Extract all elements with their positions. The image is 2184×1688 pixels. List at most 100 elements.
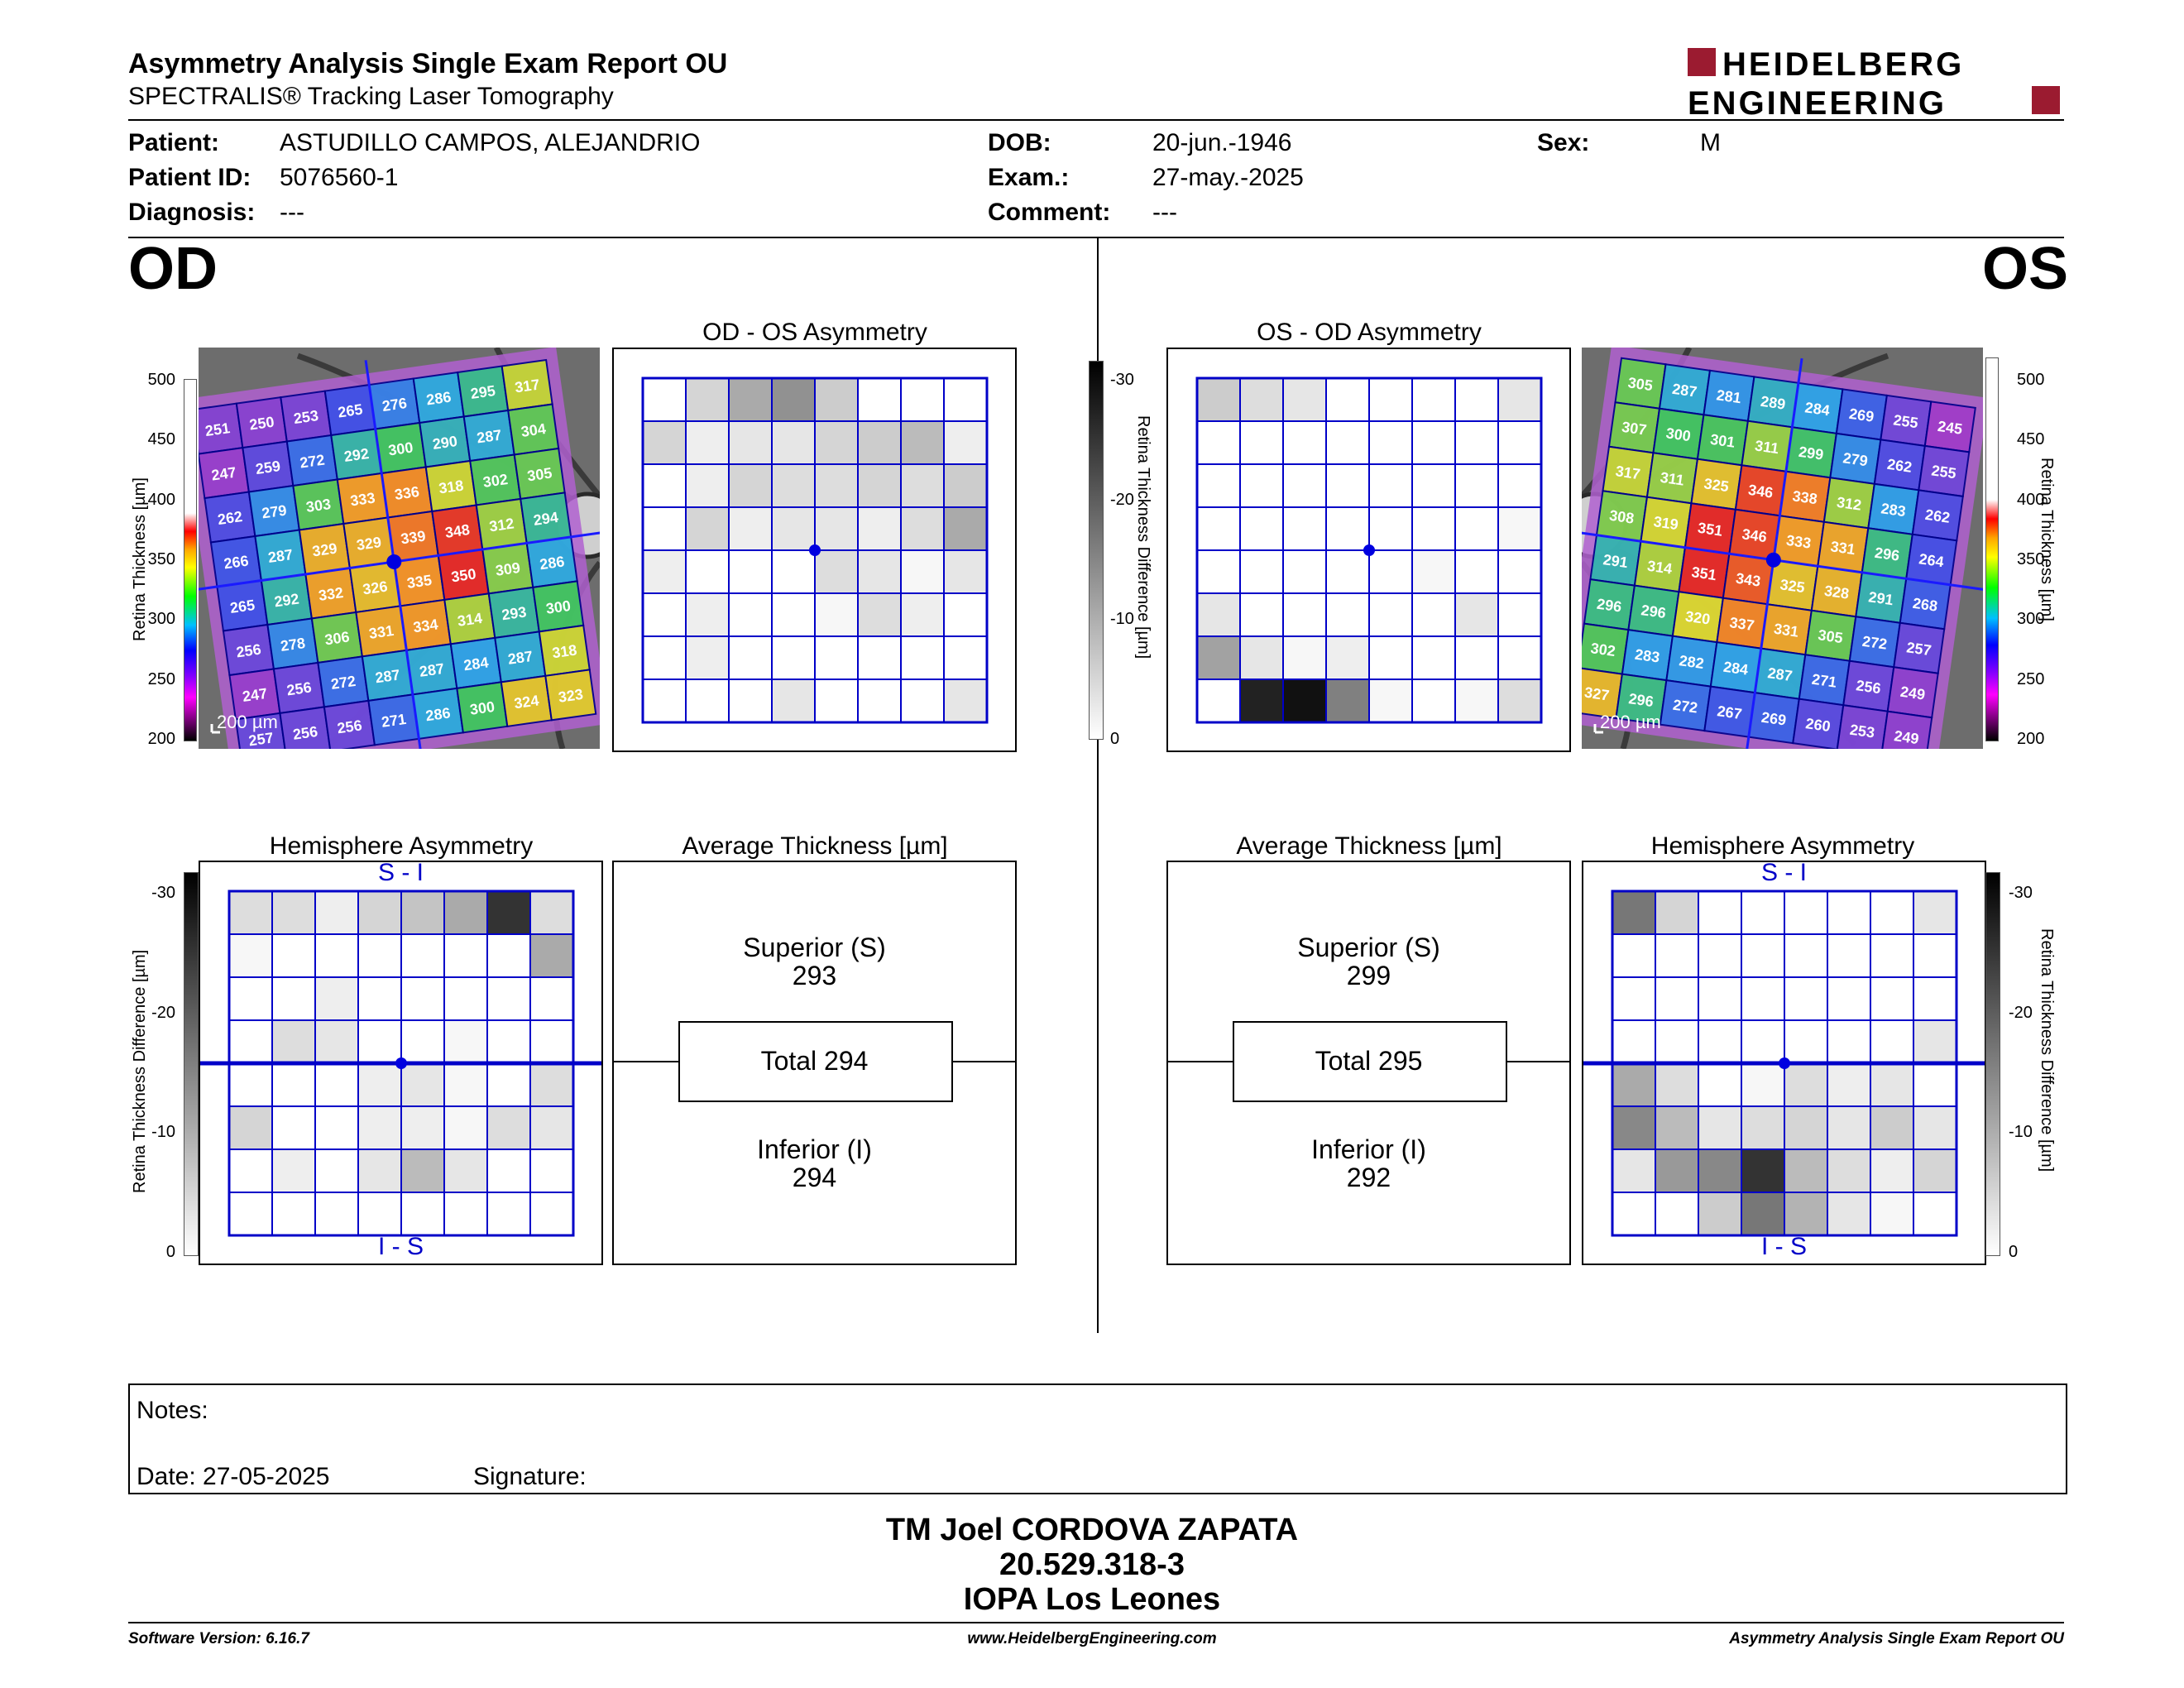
od-asym-cell — [685, 506, 730, 551]
od-average-panel: Superior (S) 293 Total 294 Inferior (I) … — [612, 861, 1017, 1265]
os-hemi-cell — [1612, 1105, 1656, 1150]
os-fundus-cell-value: 249 — [1899, 683, 1927, 703]
os-fundus-cell — [1880, 710, 1933, 749]
od-fundus-cell-value: 279 — [261, 502, 288, 522]
os-inferior-value: 292 — [1346, 1163, 1391, 1192]
od-hemi-cell — [228, 1062, 273, 1107]
os-hemisphere-panel — [1582, 861, 1986, 1265]
od-fundus-cell-value: 287 — [476, 426, 503, 446]
od-hemi-cell — [529, 933, 574, 978]
axis-tick-label: 0 — [2009, 1243, 2019, 1261]
axis-tick-label: -10 — [1110, 610, 1134, 629]
od-asym-cell — [857, 420, 902, 465]
os-fundus-cell-value: 346 — [1741, 525, 1768, 545]
exam-date: 27-may.-2025 — [1152, 164, 1304, 191]
os-hemi-cell — [1913, 1105, 1957, 1150]
od-fundus-cell-value: 286 — [424, 704, 452, 724]
od-fundus-fovea-marker — [386, 554, 402, 569]
os-hemi-cell — [1741, 933, 1785, 978]
od-asym-cell — [857, 377, 902, 422]
os-fundus-cell-value: 272 — [1672, 697, 1699, 717]
od-eye-label: OD — [128, 236, 218, 302]
os-fundus-cell-value: 325 — [1779, 576, 1806, 596]
os-hemi-cell — [1870, 1192, 1914, 1236]
os-asym-cell — [1325, 420, 1370, 465]
os-eye-label: OS — [1982, 236, 2069, 302]
os-hemi-bottom-label: I - S — [1760, 1233, 1807, 1260]
od-asym-cell — [771, 679, 816, 723]
od-asym-cell — [857, 463, 902, 508]
os-asym-cell — [1368, 506, 1413, 551]
os-total: Total 295 — [1315, 1046, 1423, 1076]
os-hemi-cell — [1698, 976, 1742, 1021]
od-fundus-cell-value: 247 — [242, 685, 269, 705]
od-hemi-cell — [314, 1192, 359, 1236]
od-total: Total 294 — [760, 1046, 869, 1076]
os-fundus-cell-value: 305 — [1817, 626, 1844, 646]
od-hemi-cell — [314, 1105, 359, 1150]
axis-tick-label: 300 — [2017, 610, 2045, 629]
report-name-footer: Asymmetry Analysis Single Exam Report OU — [1729, 1630, 2064, 1647]
os-hemi-cell — [1827, 1019, 1871, 1064]
os-fundus-cell-value: 296 — [1640, 602, 1667, 621]
os-hemi-cell — [1612, 933, 1656, 978]
os-fundus-cell-value: 267 — [1716, 703, 1743, 722]
website-link[interactable]: www.HeidelbergEngineering.com — [967, 1630, 1217, 1647]
od-fundus-cell-value: 257 — [247, 729, 275, 749]
notes-date: Date: 27-05-2025 — [136, 1463, 330, 1490]
os-hemi-cell — [1784, 976, 1828, 1021]
od-asym-cell — [771, 377, 816, 422]
os-hemi-cell — [1784, 1062, 1828, 1107]
os-fundus-cell-value: 287 — [1766, 664, 1794, 684]
od-hemi-cell — [400, 1149, 445, 1193]
od-asym-cell — [900, 592, 945, 637]
os-fundus-cell-value: 296 — [1596, 596, 1623, 616]
os-fundus-cell-value: 314 — [1646, 558, 1674, 578]
os-hemi-cell — [1655, 976, 1699, 1021]
od-hemi-cell — [228, 976, 273, 1021]
od-hemi-cell — [529, 1192, 574, 1236]
os-asym-cell — [1368, 420, 1413, 465]
signer-name: TM Joel CORDOVA ZAPATA — [885, 1513, 1299, 1547]
od-asym-cell — [728, 420, 773, 465]
os-superior-label: Superior (S) — [1297, 933, 1440, 962]
od-hemi-cell — [529, 1062, 574, 1107]
od-asym-cell — [771, 549, 816, 594]
os-fundus-cell-value: 282 — [1678, 652, 1705, 672]
os-fundus-cell-value: 256 — [1855, 677, 1882, 697]
od-hemi-cell — [271, 1062, 316, 1107]
logo-line2: ENGINEERING — [1688, 85, 1947, 119]
os-hemi-cell — [1784, 933, 1828, 978]
os-asym-cell — [1497, 635, 1542, 680]
od-fundus-cell-value: 324 — [513, 692, 540, 712]
od-fundus-cell-value: 251 — [204, 420, 232, 439]
od-hemi-cell — [529, 1105, 574, 1150]
od-fundus-scale-bar-glyph — [210, 724, 220, 734]
od-fundus-cell-value: 284 — [462, 654, 490, 674]
os-fundus-cell-value: 284 — [1803, 399, 1831, 419]
od-thickness-colorbar — [184, 379, 197, 741]
os-fundus-cell-value: 281 — [1716, 386, 1743, 406]
os-fundus-horizontal-axis — [1582, 529, 1983, 595]
od-asym-cell — [900, 377, 945, 422]
os-asym-cell — [1411, 592, 1456, 637]
axis-tick-label: -20 — [151, 1003, 175, 1022]
os-asym-cell — [1282, 592, 1327, 637]
od-superior-value: 293 — [792, 961, 837, 990]
os-asym-cell — [1282, 463, 1327, 508]
od-asym-cell — [728, 377, 773, 422]
os-hemi-fovea-marker — [1779, 1057, 1790, 1069]
os-hemi-cell — [1612, 1062, 1656, 1107]
od-hemi-cell — [486, 1149, 531, 1193]
od-fundus-cell-value: 318 — [438, 477, 465, 496]
od-fundus-cell-value: 292 — [273, 590, 300, 610]
os-asym-cell — [1454, 463, 1499, 508]
os-hemi-cell — [1913, 890, 1957, 935]
center-diff-colorbar — [1089, 361, 1104, 740]
axis-tick-label: 200 — [147, 730, 175, 748]
os-asym-cell — [1497, 420, 1542, 465]
od-inferior-value: 294 — [792, 1163, 837, 1192]
axis-tick-label: -30 — [1110, 371, 1134, 389]
od-asym-cell — [814, 463, 859, 508]
od-asym-cell — [685, 679, 730, 723]
